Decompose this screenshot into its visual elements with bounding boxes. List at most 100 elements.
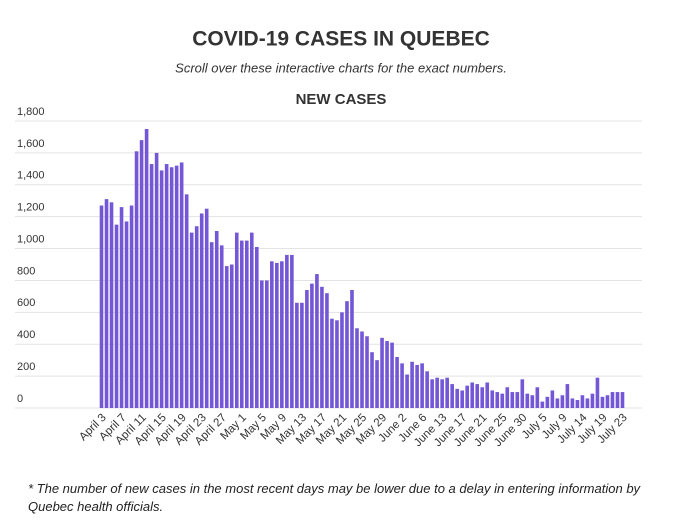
bar [410,361,414,408]
bar [545,396,550,408]
bar [490,390,495,408]
bar [244,240,249,408]
bar [425,371,429,408]
bar [355,328,359,408]
bar [395,356,399,408]
y-tick-label: 400 [17,329,35,341]
bar [164,164,169,408]
bar [270,261,274,408]
bar [480,387,485,408]
bar [575,400,580,408]
bar [295,302,299,408]
bar [310,283,314,408]
bar [500,393,505,408]
bar [435,377,439,408]
chart-title: COVID-19 CASES IN QUEBEC [192,28,490,51]
bar [159,170,164,408]
y-tick-label: 800 [17,265,35,277]
bar [275,262,279,408]
bar [475,384,480,408]
bar [219,245,224,408]
bar [440,379,444,408]
bar [525,393,530,408]
bar [550,390,555,408]
bar [260,280,264,408]
bar [129,205,134,408]
bar [305,290,309,408]
bar [144,128,149,408]
bar [134,151,139,409]
bar [194,226,199,408]
bar [585,398,590,408]
bar [605,395,610,408]
bar [224,266,229,408]
bar [610,392,615,408]
footnote: * The number of new cases in the most re… [28,481,641,514]
subtitle: Scroll over these interactive charts for… [175,60,507,75]
bar [615,392,620,408]
bar [149,164,154,408]
bar [139,140,144,408]
bar [530,395,535,408]
bar [405,374,409,408]
bar [239,240,244,408]
bar [600,396,605,408]
bar [540,401,545,408]
bar [119,207,124,408]
y-tick-label: 600 [17,297,35,309]
bar [555,398,560,408]
bar [445,377,449,408]
bar [450,384,454,408]
bar [415,364,419,408]
bar [385,341,389,408]
bar [214,231,219,408]
bar [320,286,324,408]
bar [380,337,384,408]
bar [495,392,500,408]
bar [204,208,209,408]
chart: COVID-19 CASES IN QUEBEC Scroll over the… [15,28,642,449]
bar [350,290,354,408]
bar [209,242,214,408]
y-tick-label: 1,000 [17,233,45,245]
bar [400,363,404,408]
bar [580,395,585,408]
bar [280,261,284,408]
bar [254,246,259,408]
bar [365,336,369,408]
bar [420,363,424,408]
bar [370,352,374,408]
bar [265,280,269,408]
plot-title: NEW CASES [296,91,387,108]
bar [515,392,520,408]
bar [199,213,204,408]
bar [169,167,174,408]
y-tick-label: 0 [17,393,23,405]
y-tick-label: 1,600 [17,138,45,150]
bar [360,331,364,408]
bar [430,379,434,408]
bar [560,395,565,408]
bar [465,385,470,408]
bar [189,232,194,408]
bar [184,194,189,408]
bar [330,318,334,408]
y-tick-label: 1,200 [17,202,45,214]
bar [290,254,294,408]
bar [154,152,159,408]
bar [520,379,525,408]
bar [470,382,475,408]
bar [285,254,289,408]
bar [335,320,339,408]
bar [390,342,394,408]
bar [345,301,349,408]
bar [595,377,600,408]
bar [485,382,490,408]
bar [124,221,129,408]
bar [315,274,319,408]
bar [249,232,254,408]
bar [340,312,344,408]
bar [590,393,595,408]
bar [104,199,109,408]
bar [300,302,304,408]
